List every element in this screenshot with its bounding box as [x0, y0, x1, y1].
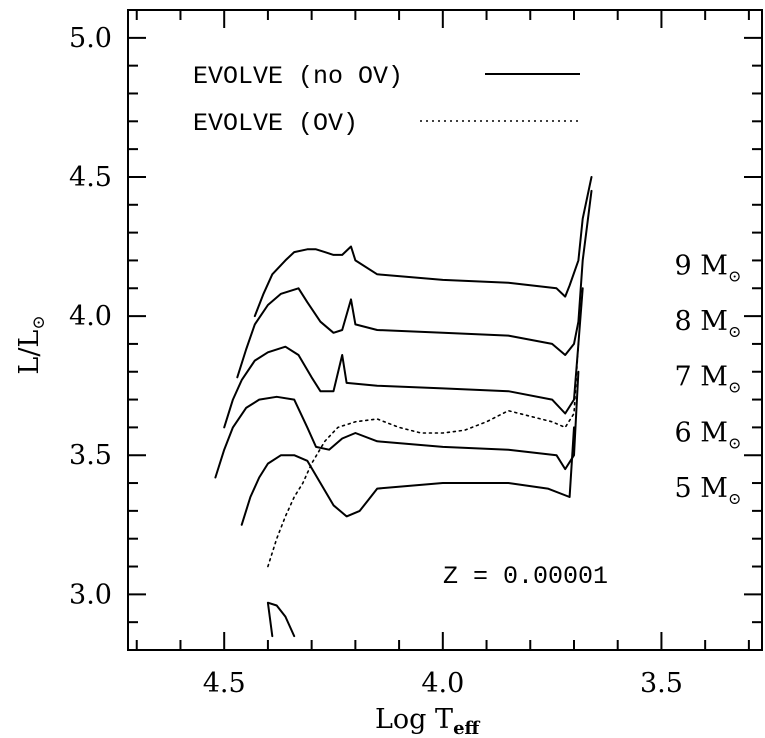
mass-label: 5 M⊙ — [675, 473, 742, 508]
track-solid-1 — [236, 189, 593, 379]
y-tick-label: 5.0 — [69, 23, 112, 54]
y-tick-label: 4.0 — [69, 301, 112, 332]
plot-frame — [127, 9, 763, 651]
track-solid-2 — [223, 287, 584, 429]
x-tick-label: 4.0 — [421, 668, 464, 699]
track-solid-0 — [253, 176, 593, 318]
mass-label: 9 M⊙ — [675, 250, 742, 285]
mass-label: 7 M⊙ — [675, 362, 742, 397]
y-tick-label: 4.5 — [69, 162, 112, 193]
legend-label-no-ov: EVOLVE (no OV) — [193, 62, 403, 91]
tick-marks: 4.5 4.0 3.5 3.0 3.5 4.0 4.5 5.0 — [69, 9, 762, 699]
track-solid-5 — [266, 601, 296, 638]
plot-area — [127, 9, 763, 651]
track-solid-3 — [214, 370, 580, 479]
evolution-tracks — [214, 176, 593, 638]
mass-label: 6 M⊙ — [675, 417, 742, 452]
mass-labels: 9 M⊙ 8 M⊙ 7 M⊙ 6 M⊙ 5 M⊙ — [675, 250, 742, 508]
legend-label-ov: EVOLVE (OV) — [193, 109, 358, 138]
track-dotted-6 — [267, 343, 580, 568]
mass-label: 8 M⊙ — [675, 306, 742, 341]
metallicity-annotation: Z = 0.00001 — [443, 562, 608, 591]
legend: EVOLVE (no OV) EVOLVE (OV) — [193, 62, 580, 138]
y-tick-label: 3.0 — [69, 579, 112, 610]
x-tick-label: 3.5 — [640, 668, 683, 699]
y-axis-label: L/L⊙ — [14, 315, 49, 374]
x-axis-label: Log Teff — [375, 704, 481, 738]
track-solid-4 — [240, 426, 575, 526]
x-tick-label: 4.5 — [203, 668, 246, 699]
y-tick-label: 3.5 — [69, 440, 112, 471]
